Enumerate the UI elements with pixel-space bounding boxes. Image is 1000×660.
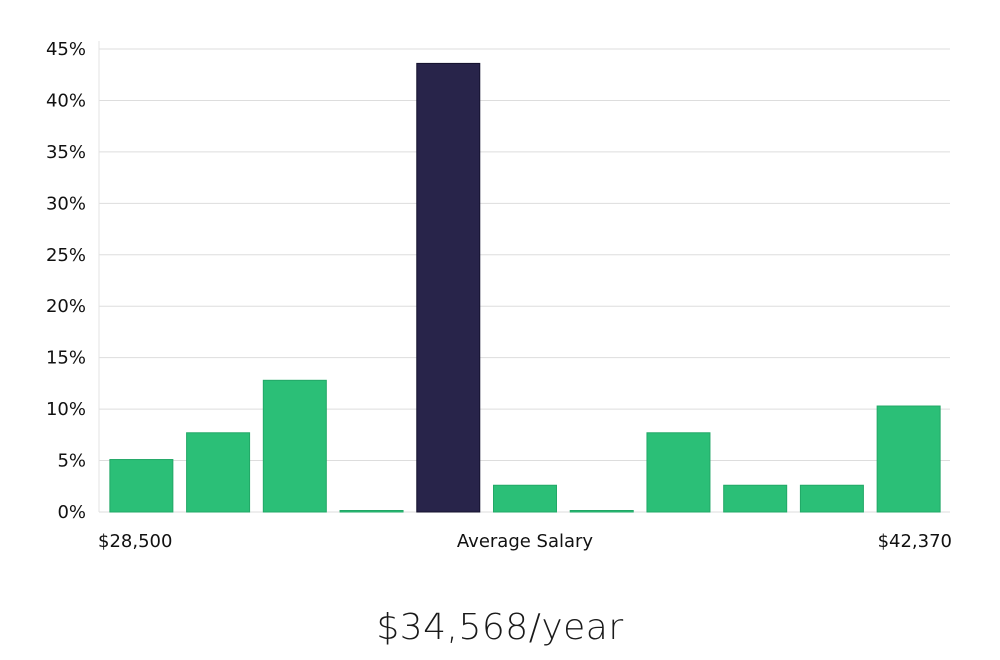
average-salary-value: $34,568/year: [376, 607, 624, 648]
y-tick-label: 5%: [57, 451, 86, 472]
y-tick-label: 0%: [57, 502, 86, 523]
bar: [799, 484, 864, 513]
bar-average-salary: [416, 62, 481, 513]
y-tick-label: 15%: [46, 348, 86, 369]
bar: [339, 510, 404, 513]
y-tick-label: 35%: [46, 142, 86, 163]
y-tick-label: 30%: [46, 193, 86, 214]
y-tick-label: 25%: [46, 245, 86, 266]
y-tick-label: 10%: [46, 399, 86, 420]
bars: [109, 62, 941, 513]
bar: [186, 432, 251, 513]
bar: [109, 459, 174, 513]
bar: [876, 405, 941, 513]
salary-distribution-chart: 0% 5% 10% 15% 20% 25% 30% 35% 40% 45% $28,500 Ave…: [46, 39, 952, 552]
y-tick-label: 40%: [46, 90, 86, 111]
bar: [493, 484, 557, 513]
bar: [569, 510, 634, 513]
y-axis-ticks: 0% 5% 10% 15% 20% 25% 30% 35% 40% 45%: [46, 39, 86, 523]
x-label-max: $42,370: [878, 531, 952, 552]
y-tick-label: 20%: [46, 296, 86, 317]
x-label-min: $28,500: [98, 531, 172, 552]
x-label-center: Average Salary: [457, 531, 594, 552]
bar: [646, 432, 711, 513]
bar: [262, 379, 327, 513]
bar: [723, 484, 788, 513]
y-tick-label: 45%: [46, 39, 86, 60]
